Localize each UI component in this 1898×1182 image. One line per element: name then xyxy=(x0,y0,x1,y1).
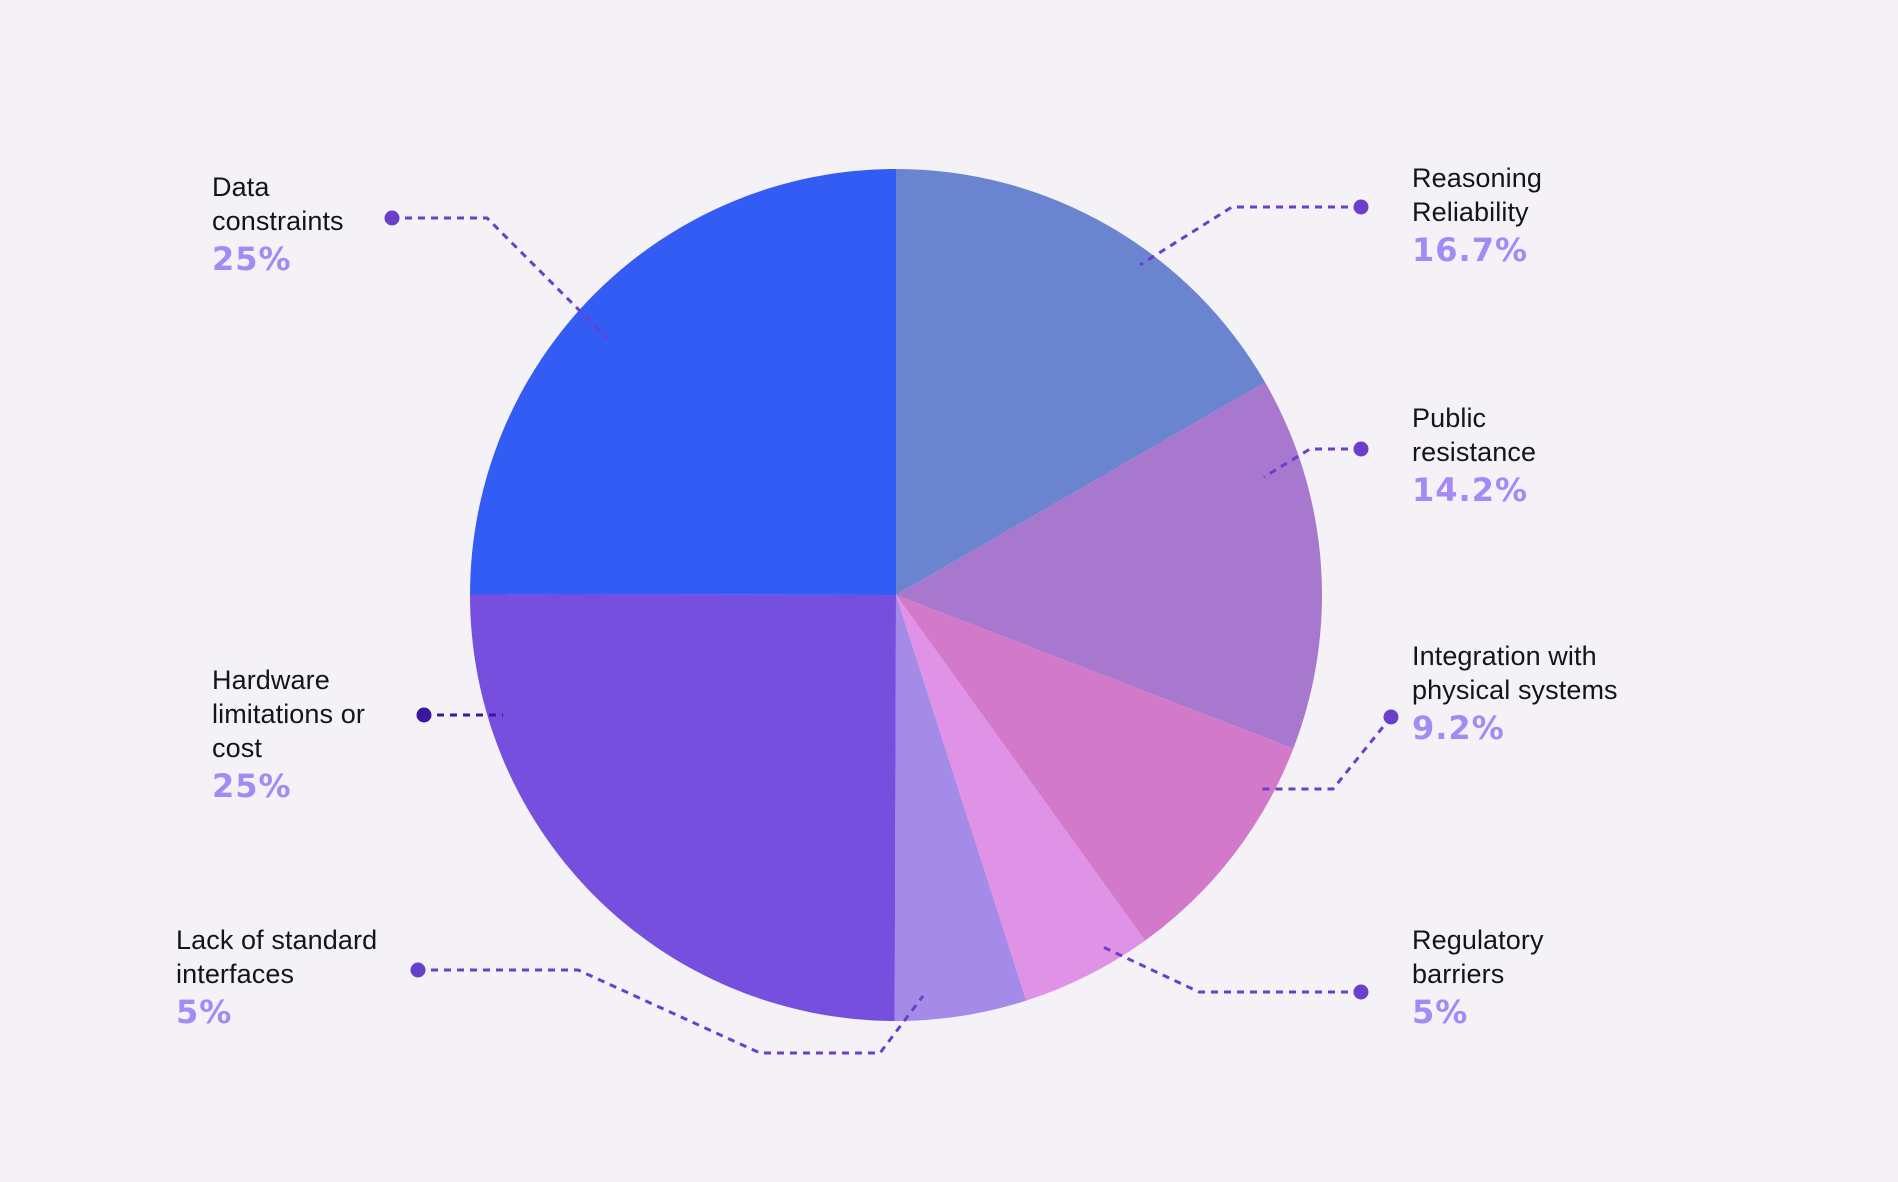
leader-line-reasoning xyxy=(1139,205,1361,267)
leader-line-regulatory xyxy=(1102,945,1361,994)
pie-slice-data-constraints xyxy=(470,169,896,595)
label-data-constraints: Data constraints 25% xyxy=(212,170,344,280)
leader-dot-hardware xyxy=(416,707,432,723)
label-hardware-limitations: Hardware limitations or cost 25% xyxy=(212,663,365,807)
label-reasoning-reliability: Reasoning Reliability 16.7% xyxy=(1412,161,1542,271)
label-percent: 25% xyxy=(212,240,292,278)
label-name: Lack of standard interfaces xyxy=(176,925,378,989)
leader-line-lack xyxy=(418,968,925,1055)
pie-slice-public-resistance xyxy=(896,382,1322,749)
label-regulatory-barriers: Regulatory barriers 5% xyxy=(1412,923,1544,1033)
leader-dot-public xyxy=(1353,441,1369,457)
pie-slices xyxy=(469,169,1322,1021)
leader-line-data xyxy=(392,216,609,340)
leader-dot-integration xyxy=(1383,709,1399,725)
leader-dots xyxy=(384,199,1399,1000)
label-name: Integration with physical systems xyxy=(1412,641,1618,705)
label-public-resistance: Public resistance 14.2% xyxy=(1412,401,1536,511)
label-name: Data constraints xyxy=(212,172,344,236)
label-percent: 9.2% xyxy=(1412,709,1505,747)
label-name: Regulatory barriers xyxy=(1412,925,1544,989)
leader-lines xyxy=(392,205,1393,1055)
leader-dot-lack xyxy=(410,962,426,978)
leader-line-integration xyxy=(1260,716,1393,791)
pie-slice-lack-of-standard-interfaces xyxy=(894,595,1027,1021)
label-percent: 5% xyxy=(1412,993,1469,1031)
label-integration-physical: Integration with physical systems 9.2% xyxy=(1412,639,1618,749)
label-percent: 5% xyxy=(176,993,233,1031)
leader-dot-data xyxy=(384,210,400,226)
pie-slice-reasoning-reliability xyxy=(896,169,1266,595)
label-lack-standard-interfaces: Lack of standard interfaces 5% xyxy=(176,923,377,1033)
pie-slice-integration-with-physical-systems xyxy=(896,595,1294,941)
leader-dot-regulatory xyxy=(1353,984,1369,1000)
label-percent: 14.2% xyxy=(1412,471,1529,509)
label-percent: 16.7% xyxy=(1412,231,1529,269)
leader-line-public xyxy=(1263,447,1361,479)
leader-dot-reasoning xyxy=(1353,199,1369,215)
label-name: Public resistance xyxy=(1412,403,1537,467)
label-name: Reasoning Reliability xyxy=(1412,163,1542,227)
label-name: Hardware limitations or cost xyxy=(212,665,365,763)
pie-slice-hardware-limitations-or-cost xyxy=(469,594,896,1021)
label-percent: 25% xyxy=(212,767,292,805)
pie-slice-regulatory-barriers xyxy=(896,595,1146,1001)
